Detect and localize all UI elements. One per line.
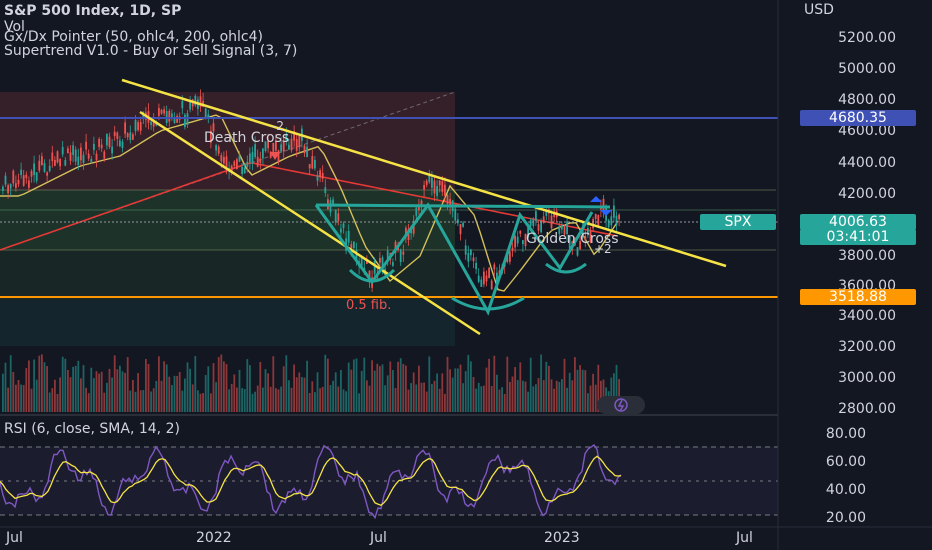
sell-arrow-icon <box>270 152 280 160</box>
ma-200-line <box>0 162 619 251</box>
rsi-tick: 40.00 <box>825 482 866 498</box>
rsi-legend[interactable]: RSI (6, close, SMA, 14, 2) <box>4 421 180 437</box>
rsi-tick: 60.00 <box>825 454 866 470</box>
golden-cross-marker: +2 <box>594 242 612 256</box>
time-label-2022: 2022 <box>196 530 232 546</box>
time-label-jul-2022: Jul <box>370 530 387 546</box>
sell-signal-icon <box>600 210 612 216</box>
zone-upper-red <box>0 92 455 190</box>
price-tick: 4400.00 <box>838 155 896 171</box>
price-tick: 2800.00 <box>838 401 896 417</box>
symbol-tag: SPX <box>700 214 776 230</box>
time-label-jul-2021: Jul <box>6 530 23 546</box>
volume-bars <box>2 354 620 412</box>
time-label-2023: 2023 <box>544 530 580 546</box>
price-tick: 4600.00 <box>838 123 896 139</box>
gxdx-legend[interactable]: Gx/Dx Pointer (50, ohlc4, 200, ohlc4) <box>4 29 263 45</box>
supertrend-legend[interactable]: Supertrend V1.0 - Buy or Sell Signal (3,… <box>4 43 298 59</box>
rsi-tick: 80.00 <box>825 426 866 442</box>
lightning-icon[interactable] <box>614 398 628 412</box>
death-cross-label: Death Cross <box>204 130 289 146</box>
rsi-ma-line <box>0 455 622 506</box>
left-shoulder-arc <box>348 268 396 283</box>
death-cross-marker: -2 <box>272 119 284 133</box>
price-tick: 3400.00 <box>838 308 896 324</box>
symbol-title[interactable]: S&P 500 Index, 1D, SP <box>4 3 182 19</box>
fib-label: 0.5 fib. <box>346 298 391 313</box>
ma-50-line <box>0 114 619 292</box>
currency-label[interactable]: USD <box>804 2 834 18</box>
support-price-tag: 3518.88 <box>800 289 916 305</box>
price-tick: 4200.00 <box>838 186 896 202</box>
volume-legend[interactable]: Vol <box>4 19 25 35</box>
price-tick: 3800.00 <box>838 248 896 264</box>
resistance-price-tag: 4680.35 <box>800 110 916 126</box>
zone-green <box>0 190 455 250</box>
price-tick: 5000.00 <box>838 61 896 77</box>
price-tick: 3000.00 <box>838 370 896 386</box>
zone-teal <box>0 300 455 346</box>
lower-trendline[interactable] <box>139 110 481 336</box>
price-tick: 3200.00 <box>838 339 896 355</box>
neckline[interactable] <box>315 203 611 209</box>
last-price-tag: 4006.63 <box>800 214 916 230</box>
right-shoulder-arc <box>545 262 587 274</box>
time-label-jul-2023: Jul <box>736 530 753 546</box>
countdown-tag: 03:41:01 <box>800 229 916 245</box>
price-tick: 4800.00 <box>838 92 896 108</box>
price-tick: 5200.00 <box>838 30 896 46</box>
buy-signal-icon <box>590 196 602 202</box>
replay-badge[interactable] <box>597 396 645 414</box>
rsi-line <box>0 444 622 520</box>
head-arc <box>451 296 525 311</box>
rsi-tick: 20.00 <box>825 510 866 526</box>
golden-cross-label: Golden Cross <box>526 231 619 247</box>
upper-trendline[interactable] <box>121 78 727 268</box>
